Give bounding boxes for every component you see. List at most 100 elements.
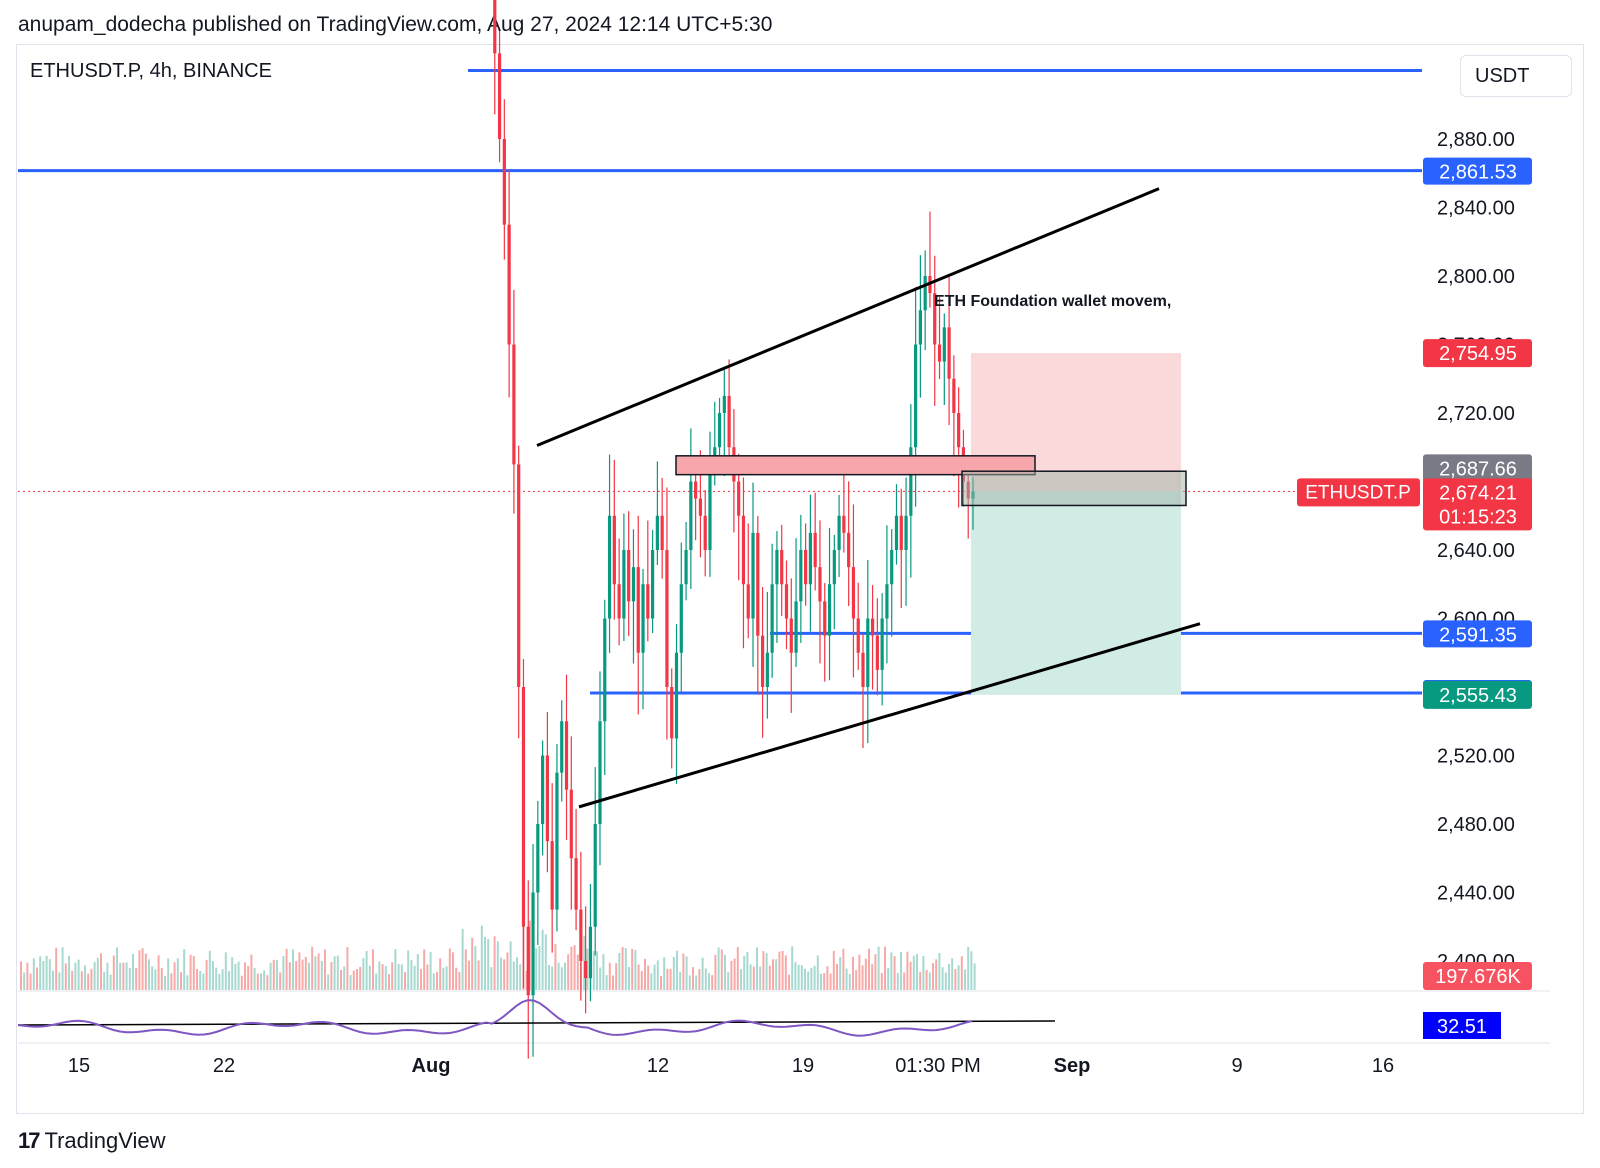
volume-bar <box>535 948 538 990</box>
candle-body <box>890 550 894 585</box>
volume-bar <box>180 972 182 990</box>
last-price-badge: 2,674.21 <box>1439 482 1517 504</box>
volume-bar <box>880 973 883 990</box>
candle-body <box>603 618 607 722</box>
volume-bar <box>330 961 333 990</box>
volume-bar <box>285 948 288 990</box>
volume-bar <box>493 936 496 990</box>
volume-bar <box>288 962 291 990</box>
volume-bar <box>372 949 374 990</box>
volume-bar <box>324 949 326 990</box>
volume-bar <box>640 970 643 990</box>
candle-body <box>703 515 707 550</box>
volume-bar <box>964 969 966 990</box>
volume-bar <box>730 960 733 990</box>
volume-bar <box>231 957 234 990</box>
volume-bar <box>138 950 141 990</box>
candle-body <box>832 550 836 585</box>
volume-bar <box>592 951 595 990</box>
candle-body <box>827 584 832 636</box>
volume-bar <box>960 956 963 990</box>
volume-bar <box>893 956 896 990</box>
volume-bar <box>698 969 701 990</box>
candle-body <box>737 481 741 516</box>
volume-bar <box>717 947 720 990</box>
candle-body <box>521 687 526 927</box>
volume-bar <box>103 971 106 990</box>
candle-body <box>517 464 521 687</box>
volume-bar <box>154 969 157 990</box>
volume-bar <box>471 937 474 990</box>
candle-body <box>933 293 937 345</box>
volume-bar <box>52 970 54 990</box>
volume-bar <box>199 970 202 990</box>
candle-body <box>875 635 879 670</box>
currency-button[interactable]: USDT <box>1460 55 1572 97</box>
volume-bar <box>781 950 784 990</box>
volume-bar <box>794 961 797 990</box>
volume-bar <box>23 972 26 990</box>
volume-bar <box>957 965 960 990</box>
volume-bar <box>628 966 630 990</box>
volume-bar <box>538 945 541 990</box>
candle-body <box>708 464 712 550</box>
volume-bar <box>189 954 192 990</box>
candle-body <box>627 550 631 602</box>
candle-body <box>541 755 545 824</box>
publish-info: anupam_dodecha published on TradingView.… <box>18 13 773 36</box>
volume-bar <box>295 961 298 990</box>
time-tick-label: Aug <box>412 1055 451 1077</box>
volume-bar <box>186 975 189 990</box>
volume-bar <box>474 946 477 990</box>
volume-bar <box>800 965 803 990</box>
volume-bar <box>512 961 515 990</box>
tradingview-logo-icon: 17 <box>18 1128 41 1153</box>
volume-bar <box>900 952 902 990</box>
volume-bar <box>260 973 262 990</box>
level-badge-bg <box>1423 620 1532 648</box>
volume-bar <box>368 965 371 990</box>
volume-bar <box>839 957 842 990</box>
volume-bar <box>932 963 934 990</box>
volume-bar <box>244 962 246 990</box>
volume-bar <box>432 973 435 990</box>
volume-bar <box>896 973 899 990</box>
volume-bar <box>912 955 915 990</box>
candle-body <box>799 550 803 602</box>
volume-bar <box>157 955 160 990</box>
candle-body <box>842 515 846 533</box>
volume-bar <box>605 975 608 990</box>
volume-bar <box>151 966 154 990</box>
volume-bar <box>96 957 99 990</box>
volume-bar <box>525 970 528 990</box>
volume-bar <box>359 966 362 990</box>
candle-body <box>684 550 688 585</box>
volume-bar <box>196 969 198 990</box>
volume-bar <box>71 970 74 990</box>
volume-bar <box>279 972 282 990</box>
volume-bar <box>20 961 22 990</box>
volume-bar <box>436 971 438 990</box>
volume-bar <box>519 964 522 990</box>
volume-bar <box>397 963 400 990</box>
volume-bar <box>55 947 58 990</box>
candle-body <box>741 515 746 585</box>
volume-bar <box>784 955 787 990</box>
candle-body <box>679 584 683 653</box>
candle-body <box>674 652 679 739</box>
candle-body <box>722 395 726 413</box>
volume-bar <box>112 955 115 990</box>
price-tick-label: 2,440.00 <box>1437 883 1515 905</box>
candle-body <box>789 618 793 653</box>
volume-bar <box>61 947 64 990</box>
volume-bar <box>618 953 621 990</box>
volume-bar <box>384 966 387 990</box>
volume-bar <box>90 968 93 990</box>
volume-bar <box>420 969 422 990</box>
volume-bar <box>480 925 483 990</box>
volume-bar <box>573 945 576 990</box>
volume-bar <box>68 955 70 990</box>
volume-bar <box>740 969 742 990</box>
candle-body <box>502 139 506 225</box>
